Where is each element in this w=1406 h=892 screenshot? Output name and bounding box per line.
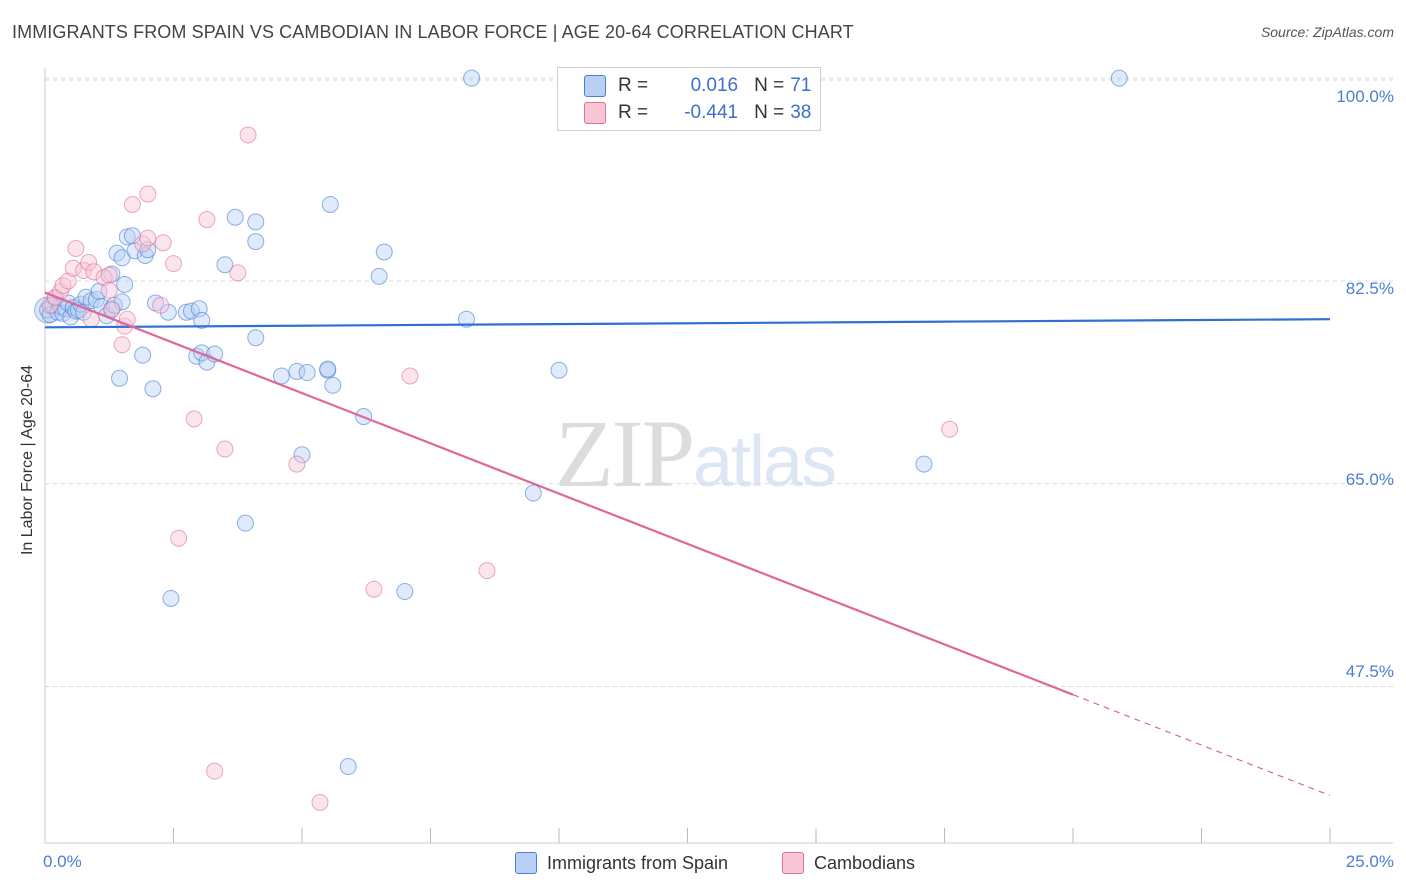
point-spain (375, 243, 393, 261)
legend-r-value: -0.441 (684, 102, 739, 123)
point-cambodian (365, 580, 383, 598)
point-cambodian (185, 410, 203, 428)
point-cambodian (139, 229, 157, 247)
trend-line (44, 318, 1331, 329)
point-cambodian (216, 440, 234, 458)
point-spain (216, 256, 234, 274)
chart-title: IMMIGRANTS FROM SPAIN VS CAMBODIAN IN LA… (12, 22, 854, 42)
point-cambodian (67, 240, 85, 258)
point-spain (915, 455, 933, 473)
legend-row-cambodians: R = -0.441 N = 38 (584, 100, 811, 126)
point-cambodian (59, 272, 77, 290)
point-spain (247, 329, 265, 347)
y-tick-label: 65.0% (1345, 470, 1394, 489)
point-spain (144, 380, 162, 398)
legend-r-label: R = (618, 75, 649, 96)
legend-n-label: N = (754, 102, 785, 123)
point-cambodian (80, 253, 98, 271)
point-cambodian (154, 234, 172, 252)
legend-r-label: R = (618, 102, 649, 123)
point-spain (293, 446, 311, 464)
point-spain (162, 589, 180, 607)
point-spain (457, 310, 475, 328)
legend-swatch-blue (584, 75, 606, 97)
point-cambodian (941, 420, 959, 438)
point-spain (111, 369, 129, 387)
watermark: ZIPatlas (555, 400, 837, 507)
point-spain (236, 514, 254, 532)
point-spain (116, 275, 134, 293)
point-cambodian (311, 793, 329, 811)
point-spain (272, 367, 290, 385)
bottom-legend-swatch-blue (515, 852, 537, 874)
point-cambodian (170, 529, 188, 547)
point-spain (298, 364, 316, 382)
point-cambodian (100, 266, 118, 284)
legend-n-label: N = (754, 75, 785, 96)
point-spain (324, 376, 342, 394)
point-cambodian (152, 296, 170, 314)
point-spain (134, 346, 152, 364)
point-cambodian (139, 185, 157, 203)
point-cambodian (229, 264, 247, 282)
correlation-legend: R = 0.016 N = 71 R = -0.441 N = 38 (557, 67, 821, 131)
point-cambodian (288, 455, 306, 473)
point-spain (108, 244, 126, 262)
point-cambodian (123, 195, 141, 213)
point-spain (177, 303, 195, 321)
point-spain (550, 361, 568, 379)
point-spain (193, 311, 211, 329)
point-spain (396, 583, 414, 601)
bottom-legend-cambodians: Cambodians (782, 852, 915, 874)
y-axis-label: In Labor Force | Age 20-64 (19, 364, 36, 556)
point-spain (370, 267, 388, 285)
point-cambodian (165, 255, 182, 273)
legend-swatch-pink (584, 102, 606, 124)
bottom-legend-label: Immigrants from Spain (547, 852, 729, 873)
point-spain (321, 195, 339, 213)
bottom-legend-label: Cambodians (814, 852, 916, 873)
point-cambodian (100, 281, 118, 299)
x-tick-label: 25.0% (1345, 852, 1394, 871)
legend-n-value: 38 (790, 102, 812, 123)
point-spain (524, 484, 542, 502)
point-cambodian (401, 367, 419, 385)
point-spain (247, 213, 265, 231)
y-tick-label: 100.0% (1336, 87, 1394, 106)
point-cambodian (64, 259, 82, 277)
point-cambodian (478, 562, 496, 580)
trend-line (44, 291, 1074, 696)
point-cambodian (198, 211, 216, 229)
point-spain (339, 758, 357, 776)
y-tick-label: 82.5% (1345, 279, 1394, 298)
point-cambodian (113, 336, 131, 354)
legend-r-value: 0.016 (690, 75, 739, 96)
point-spain (1110, 69, 1128, 87)
bottom-legend-swatch-pink (782, 852, 804, 874)
point-cambodian (41, 296, 59, 314)
point-spain (463, 69, 481, 87)
legend-row-spain: R = 0.016 N = 71 (584, 73, 811, 99)
point-cambodian (54, 277, 72, 295)
trend-line-extrapolated (1072, 694, 1331, 797)
point-spain (319, 360, 337, 378)
source-credit: Source: ZipAtlas.com (1260, 24, 1394, 40)
point-cambodian (239, 126, 257, 144)
point-spain (247, 233, 265, 251)
point-cambodian (206, 762, 224, 780)
x-tick-label: 0.0% (43, 852, 82, 871)
point-spain (226, 208, 244, 226)
bottom-legend-spain: Immigrants from Spain (515, 852, 728, 874)
legend-n-value: 71 (790, 75, 812, 96)
y-tick-label: 47.5% (1345, 662, 1394, 681)
point-spain (118, 228, 136, 246)
